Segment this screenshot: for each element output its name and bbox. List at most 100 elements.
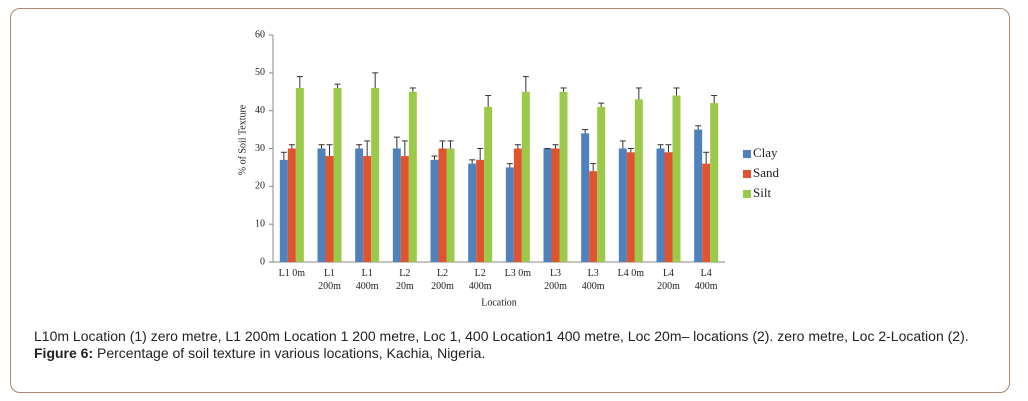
y-tick-label: 10 <box>255 218 265 229</box>
legend-swatch <box>743 190 751 198</box>
bar <box>400 156 409 262</box>
x-tick-line: L2 <box>399 268 410 279</box>
x-tick-line: L1 <box>362 268 373 279</box>
error-bar <box>673 87 680 96</box>
error-bar <box>598 102 605 107</box>
error-bar <box>401 140 408 157</box>
bar <box>295 87 304 262</box>
bar <box>287 148 296 262</box>
x-tick-label: L3 200m <box>544 268 567 292</box>
bar <box>543 148 552 262</box>
bar <box>672 95 681 263</box>
y-tick-label: 0 <box>260 256 265 267</box>
error-bar <box>288 144 295 149</box>
bar <box>618 148 627 262</box>
error-bar <box>552 144 559 149</box>
error-bar <box>431 155 438 160</box>
x-tick-label: L2 400m <box>469 268 492 292</box>
x-tick-line: 200m <box>431 281 454 292</box>
x-tick-line: 200m <box>318 281 341 292</box>
y-tick-label: 40 <box>255 105 265 116</box>
figure-text: Percentage of soil texture in various lo… <box>93 345 486 361</box>
error-bar <box>393 136 400 149</box>
bar <box>279 159 288 262</box>
figure-panel <box>10 8 1010 393</box>
y-tick-label: 20 <box>255 181 265 192</box>
x-tick-label: L1 400m <box>356 268 379 292</box>
error-bar <box>326 144 333 157</box>
legend-swatch <box>743 150 751 158</box>
x-tick-label: L2 200m <box>431 268 454 292</box>
y-tick-label: 50 <box>255 67 265 78</box>
bar <box>664 152 673 262</box>
bar <box>521 91 530 262</box>
x-tick-line: 200m <box>544 281 567 292</box>
bar <box>589 171 598 262</box>
error-bar <box>280 151 287 160</box>
error-bar <box>560 87 567 92</box>
x-tick-line: 20m <box>396 281 414 292</box>
x-tick-label: L3 0m <box>505 268 532 279</box>
error-bar <box>711 95 718 104</box>
bar <box>438 148 447 262</box>
bar <box>371 87 380 262</box>
x-tick-label: L4 400m <box>695 268 718 292</box>
legend-label: Sand <box>753 165 780 180</box>
error-bar <box>506 163 513 168</box>
x-tick-line: L2 <box>437 268 448 279</box>
x-tick-label: L1 0m <box>279 268 306 279</box>
y-tick-label: 30 <box>255 143 265 154</box>
error-bar <box>665 144 672 153</box>
error-bar <box>296 76 303 88</box>
caption-title: Figure 6: Percentage of soil texture in … <box>34 345 994 362</box>
bar <box>581 133 590 262</box>
caption: L10m Location (1) zero metre, L1 200m Lo… <box>34 328 994 362</box>
bar <box>446 148 455 262</box>
bar <box>513 148 522 262</box>
bar <box>559 91 568 262</box>
error-bar <box>318 144 325 149</box>
bar <box>355 148 364 262</box>
x-tick-label: L4 0m <box>618 268 645 279</box>
bar <box>634 99 643 262</box>
bar <box>363 156 372 262</box>
bar <box>325 156 334 262</box>
bar <box>656 148 665 262</box>
error-bar <box>582 129 589 134</box>
x-tick-line: 400m <box>695 281 718 292</box>
error-bar <box>590 163 597 172</box>
x-tick-line: L3 <box>550 268 561 279</box>
x-tick-line: L4 <box>701 268 712 279</box>
error-bar <box>522 76 529 92</box>
bar <box>317 148 326 262</box>
bar <box>408 91 417 262</box>
x-tick-line: 400m <box>356 281 379 292</box>
error-bar <box>469 159 476 164</box>
figure-label: Figure 6: <box>34 345 94 361</box>
error-bar <box>514 144 521 149</box>
bar <box>597 106 606 262</box>
error-bar <box>619 140 626 149</box>
bar <box>551 148 560 262</box>
bar <box>702 163 711 262</box>
y-tick-label: 60 <box>255 29 265 40</box>
x-tick-label: L4 200m <box>657 268 680 292</box>
error-bar <box>627 148 634 153</box>
legend-label: Silt <box>753 185 771 200</box>
x-tick-line: L1 <box>324 268 335 279</box>
x-tick-line: L2 <box>475 268 486 279</box>
x-tick-label: L3 400m <box>582 268 605 292</box>
error-bar <box>477 148 484 160</box>
bar <box>710 103 719 262</box>
error-bar <box>485 95 492 107</box>
bar <box>430 159 439 262</box>
error-bar <box>439 140 446 149</box>
error-bar <box>635 87 642 100</box>
bar <box>626 152 635 262</box>
x-tick-line: 200m <box>657 281 680 292</box>
caption-note: L10m Location (1) zero metre, L1 200m Lo… <box>34 328 969 344</box>
error-bar <box>334 83 341 88</box>
x-tick-line: L1 0m <box>279 268 306 279</box>
x-tick-line: 400m <box>582 281 605 292</box>
error-bar <box>364 140 371 157</box>
